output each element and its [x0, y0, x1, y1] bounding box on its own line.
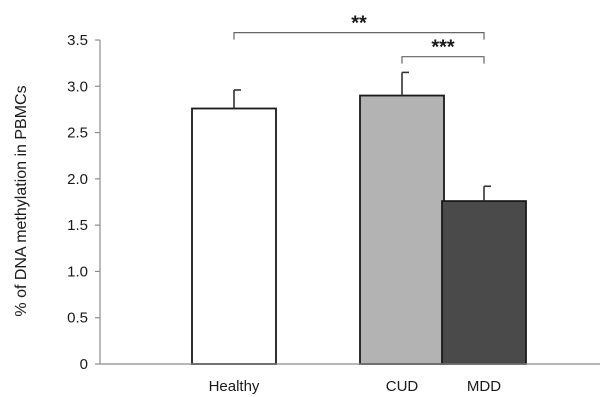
y-tick-label: 3.0 [67, 78, 88, 95]
y-tick-label: 1.0 [67, 263, 88, 280]
y-tick-label: 3.5 [67, 32, 88, 49]
category-label-healthy: Healthy [209, 378, 260, 395]
category-label-mdd: MDD [467, 378, 501, 395]
bar-mdd [441, 200, 527, 365]
significance-bracket [401, 56, 485, 64]
bar-healthy [191, 107, 277, 365]
category-label-cud: CUD [386, 378, 419, 395]
y-tick-label: 0 [80, 356, 88, 373]
bar-cud [359, 94, 445, 365]
y-tick-label: 0.5 [67, 310, 88, 327]
y-tick-label: 2.5 [67, 125, 88, 142]
significance-label: ** [351, 13, 367, 35]
error-bars-group [233, 71, 491, 202]
bars-group [191, 94, 527, 365]
y-axis: 0 0.5 1.0 1.5 2.0 2.5 3.0 3.5 [67, 32, 101, 373]
significance-label: *** [431, 37, 455, 59]
y-tick-label: 2.0 [67, 171, 88, 188]
y-axis-title: % of DNA methylation in PBMCs [13, 85, 30, 316]
significance-brackets: ***** [233, 13, 485, 64]
y-tick-label: 1.5 [67, 217, 88, 234]
significance-bracket [233, 31, 485, 40]
category-labels: Healthy CUD MDD [209, 378, 502, 395]
